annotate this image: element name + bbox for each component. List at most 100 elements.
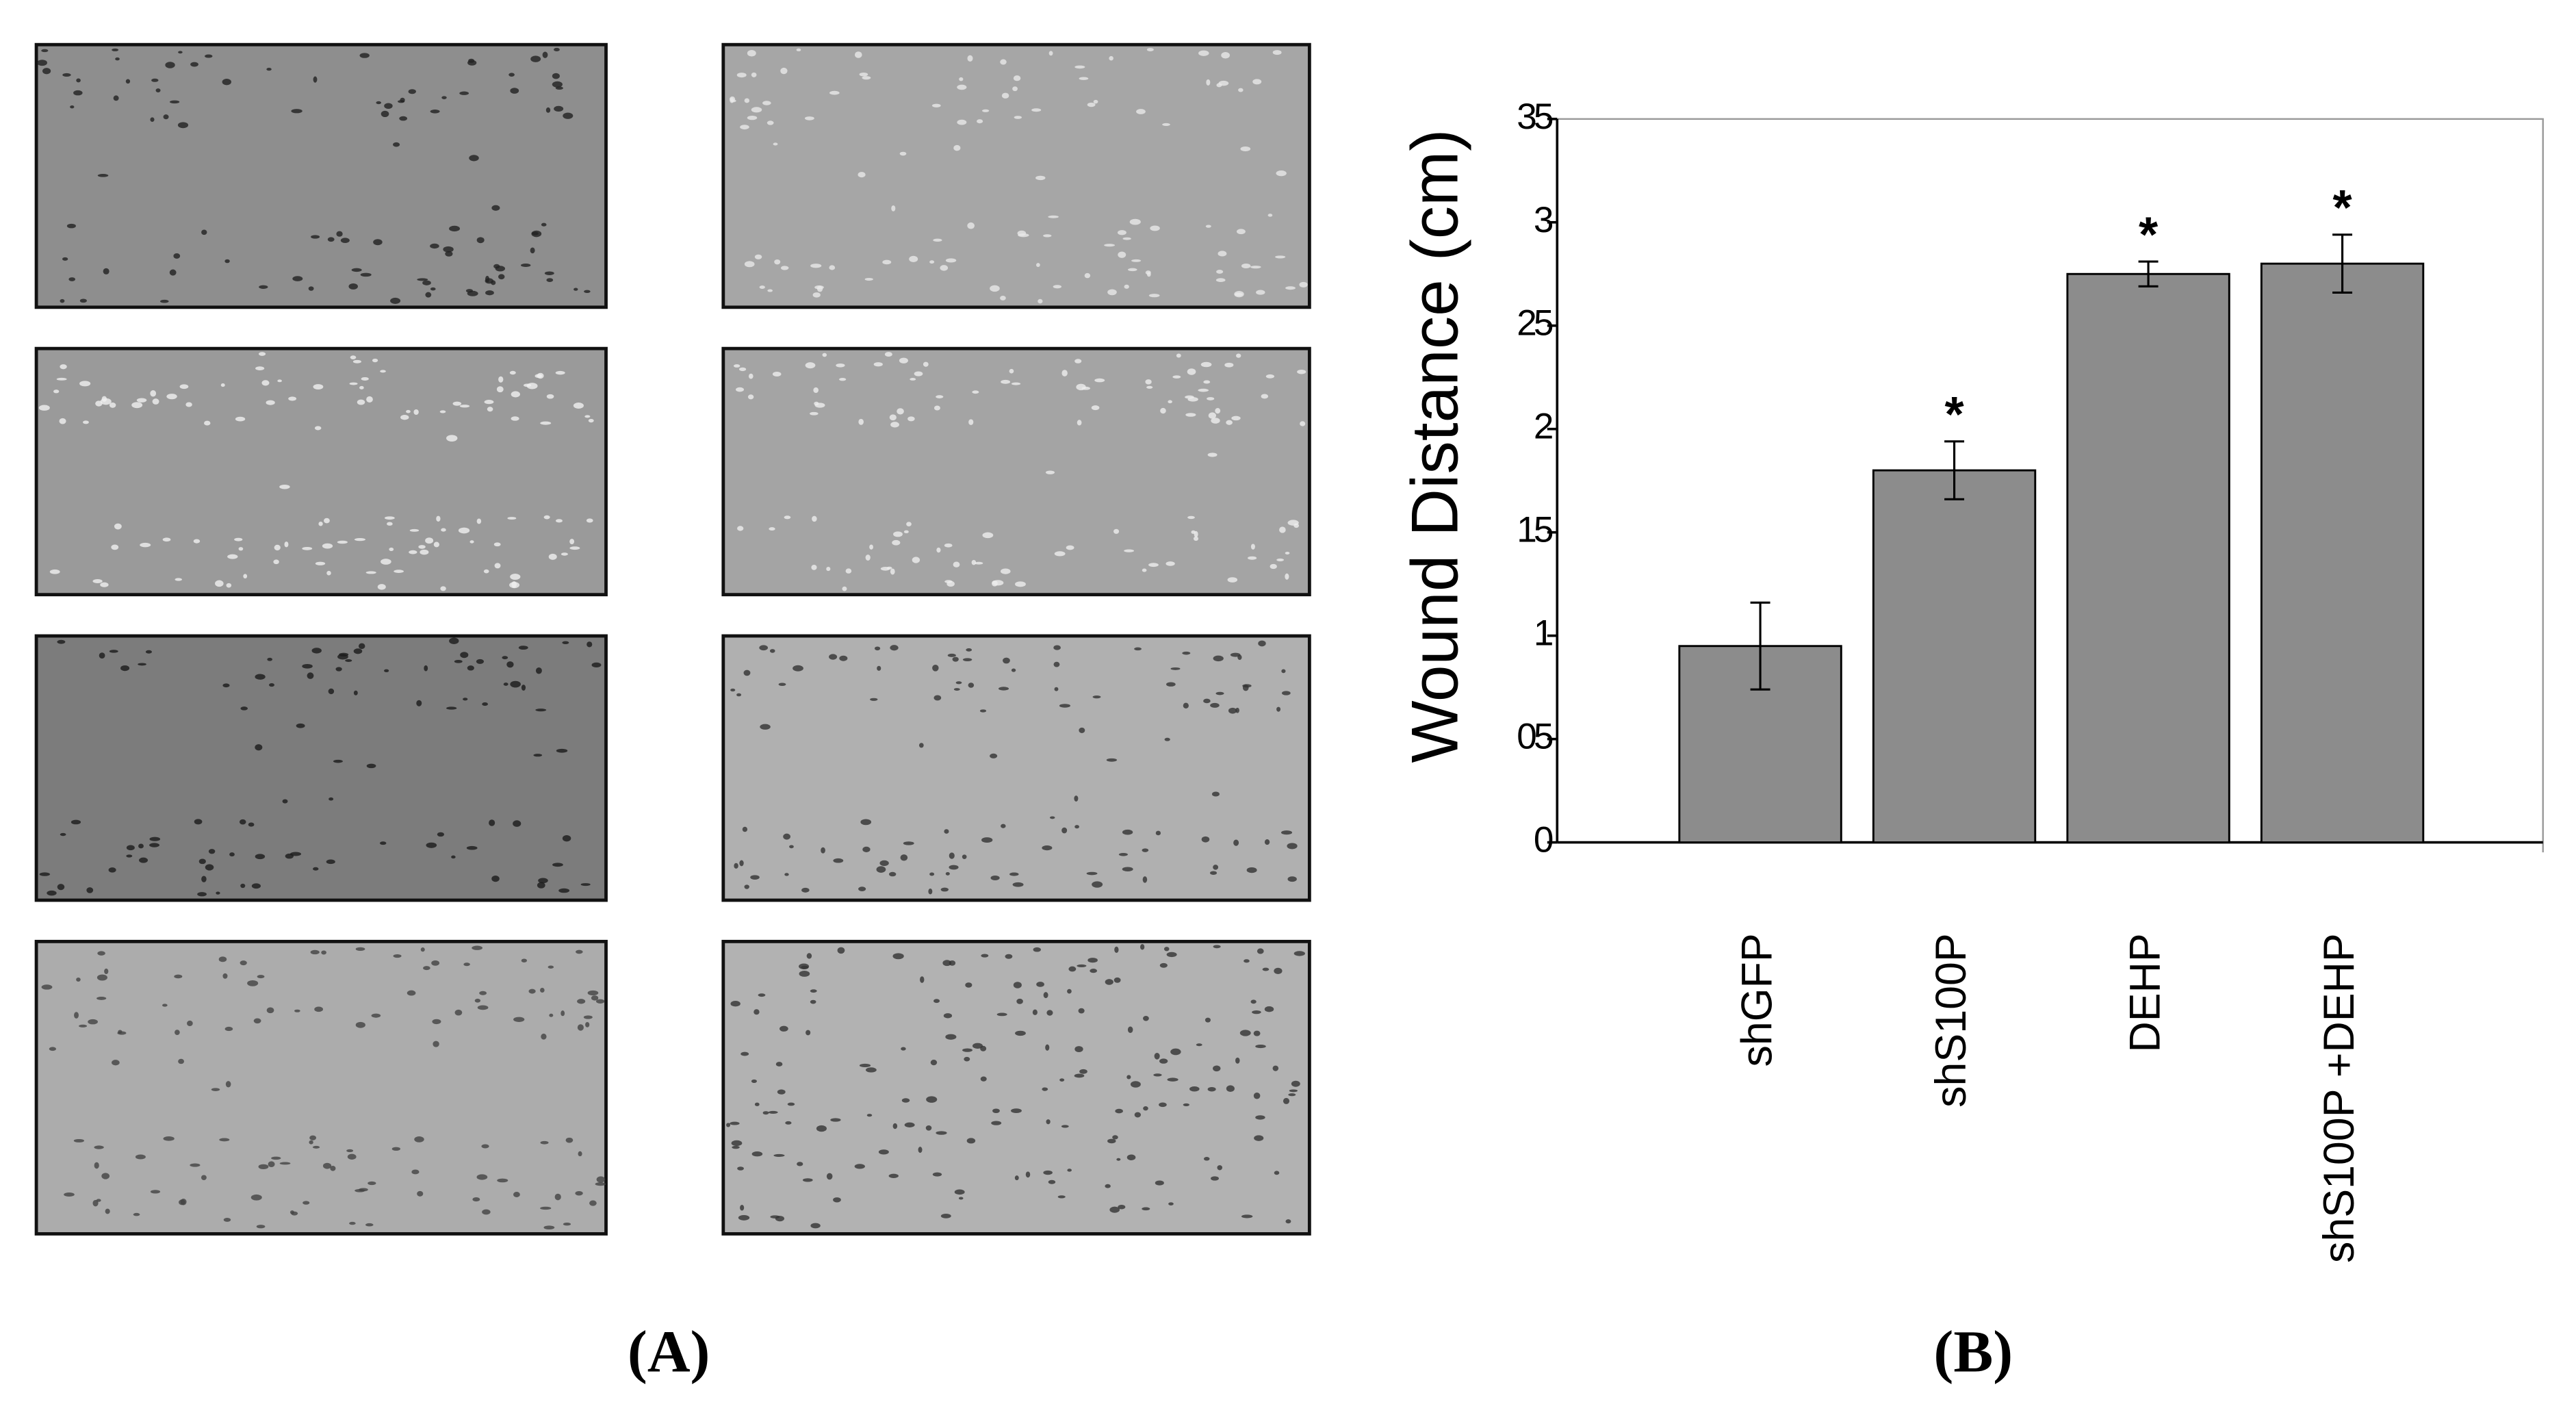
cell: [1077, 964, 1087, 967]
cell: [900, 854, 908, 861]
cell: [1068, 966, 1077, 972]
cell: [426, 842, 437, 848]
cell: [259, 285, 268, 289]
cell: [322, 1162, 332, 1169]
cell: [1276, 558, 1285, 561]
cell: [595, 1182, 606, 1186]
cell: [414, 1136, 424, 1143]
cell: [133, 1212, 140, 1216]
cell: [914, 371, 923, 376]
cell: [552, 73, 560, 79]
cell: [768, 1110, 778, 1114]
cell: [39, 872, 51, 876]
cell: [59, 418, 66, 424]
significance-marker: *: [1944, 387, 1964, 442]
cell: [1170, 667, 1181, 670]
cell: [491, 205, 500, 211]
cell: [1224, 362, 1234, 368]
cell: [940, 887, 949, 892]
cell: [255, 366, 265, 370]
cell: [888, 1173, 899, 1178]
cell: [1086, 871, 1098, 876]
cell: [420, 947, 425, 952]
cell: [964, 1056, 970, 1062]
cell: [101, 1173, 110, 1179]
cell: [1167, 1077, 1178, 1082]
cell: [562, 835, 571, 842]
cell: [759, 645, 769, 651]
cell: [736, 387, 744, 392]
cell: [1270, 563, 1277, 570]
cell: [1009, 368, 1014, 374]
cell: [770, 1215, 780, 1218]
cell: [1153, 1073, 1162, 1077]
cell: [563, 112, 574, 119]
cell: [62, 73, 71, 77]
cell: [1252, 79, 1262, 85]
cell: [1185, 395, 1194, 399]
cell: [760, 724, 771, 730]
cell: [162, 537, 171, 542]
cell: [418, 545, 426, 549]
cell: [57, 639, 66, 644]
cell: [1045, 1044, 1050, 1051]
cell: [578, 1151, 582, 1157]
cell: [1053, 645, 1061, 650]
cell: [483, 569, 489, 574]
error-bar: [2332, 233, 2353, 294]
cell: [1012, 882, 1024, 887]
cell: [929, 872, 935, 876]
cell: [163, 114, 169, 120]
cell: [1244, 959, 1250, 963]
cell: [743, 669, 751, 676]
cell: [980, 1076, 987, 1082]
cell: [62, 257, 68, 261]
cell: [179, 384, 189, 390]
cell: [1025, 1171, 1031, 1178]
cell: [785, 1121, 792, 1125]
cell: [1165, 561, 1175, 566]
cell: [326, 570, 331, 576]
cell: [866, 1114, 873, 1117]
cell: [1207, 452, 1218, 457]
cell: [79, 381, 91, 387]
cell: [1134, 1112, 1142, 1118]
cell: [982, 532, 994, 539]
cell: [294, 1009, 300, 1012]
cell: [565, 1137, 574, 1143]
cell: [779, 1025, 788, 1032]
cell: [1067, 988, 1072, 994]
cell: [821, 847, 825, 854]
bar: [2066, 272, 2230, 844]
cell: [328, 688, 335, 695]
cell: [1092, 881, 1103, 888]
cell: [531, 230, 542, 238]
cell: [805, 362, 816, 369]
cell: [162, 1004, 168, 1007]
cell: [736, 693, 742, 697]
cell: [227, 554, 238, 559]
cell: [777, 1089, 786, 1095]
cell: [1166, 682, 1176, 687]
cell: [312, 1145, 320, 1149]
cell: [1074, 825, 1079, 829]
cell: [1253, 1030, 1261, 1036]
cell: [458, 527, 470, 534]
cell: [1032, 1009, 1038, 1015]
cell: [972, 390, 979, 394]
cell: [521, 263, 531, 268]
cell: [1116, 1158, 1121, 1161]
cell: [813, 387, 819, 394]
cell: [279, 1162, 291, 1165]
cell: [357, 399, 365, 405]
significance-marker: *: [2332, 180, 2352, 235]
cell: [469, 155, 479, 162]
cell: [1246, 867, 1257, 873]
cell: [892, 539, 901, 546]
cell: [347, 1153, 357, 1160]
cell: [225, 1081, 231, 1088]
cell: [1253, 1093, 1261, 1099]
cell: [549, 1013, 554, 1017]
cell: [1252, 1010, 1261, 1014]
cell: [548, 965, 554, 969]
